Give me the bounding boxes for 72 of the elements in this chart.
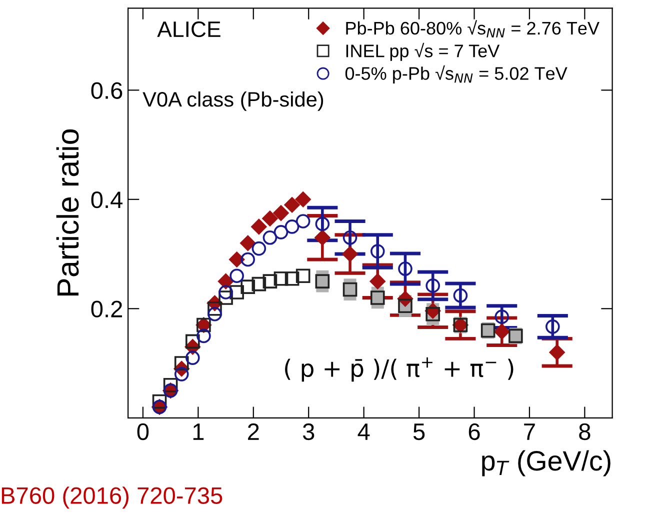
y-tick-label: 0.4 bbox=[91, 191, 122, 208]
legend-label: Pb-Pb 60-80% √s$_{NN}$ = 2.76 TeV bbox=[346, 20, 600, 38]
point bbox=[186, 334, 200, 349]
point bbox=[208, 306, 222, 322]
point bbox=[251, 218, 267, 234]
point bbox=[174, 367, 189, 382]
point bbox=[240, 252, 256, 267]
annotation: V0A class (Pb-side) bbox=[142, 91, 324, 111]
point bbox=[240, 235, 256, 251]
point bbox=[296, 214, 310, 228]
y-axis-title: Particle ratio bbox=[56, 129, 79, 296]
point bbox=[370, 244, 385, 258]
point bbox=[342, 230, 358, 245]
x-axis-title: p$_{T}$ (GeV/c) bbox=[482, 450, 610, 476]
point bbox=[174, 356, 189, 370]
point bbox=[284, 220, 300, 234]
x-tick-label: 3 bbox=[302, 423, 314, 440]
point bbox=[152, 394, 167, 409]
point bbox=[196, 328, 211, 344]
point bbox=[295, 192, 311, 208]
point bbox=[453, 288, 468, 303]
point bbox=[273, 205, 289, 221]
point bbox=[274, 225, 288, 240]
point bbox=[426, 278, 440, 293]
point bbox=[218, 290, 233, 305]
legend-label: 0-5% p-Pb √s$_{NN}$ = 5.02 TeV bbox=[345, 65, 568, 84]
point bbox=[218, 274, 234, 290]
point bbox=[315, 216, 330, 232]
point bbox=[218, 285, 233, 300]
legend-label: INEL pp √s = 7 TeV bbox=[346, 42, 500, 61]
x-tick-label: 2 bbox=[248, 423, 259, 440]
point bbox=[549, 344, 565, 360]
point bbox=[252, 276, 266, 292]
point bbox=[342, 246, 358, 262]
x-tick-label: 4 bbox=[358, 424, 370, 440]
point bbox=[230, 285, 244, 300]
text: B760 (2016) 720-735 bbox=[2, 486, 222, 509]
y-tick-label: 0.2 bbox=[91, 300, 122, 318]
point bbox=[494, 324, 510, 340]
point bbox=[296, 268, 310, 284]
point bbox=[262, 230, 278, 245]
point bbox=[186, 350, 200, 365]
x-tick-label: 6 bbox=[468, 423, 480, 440]
y-tick-label: 0.6 bbox=[91, 82, 122, 99]
point bbox=[240, 280, 256, 294]
point bbox=[342, 282, 358, 297]
point bbox=[398, 262, 412, 276]
point bbox=[426, 306, 440, 322]
x-tick-label: 8 bbox=[579, 423, 590, 440]
point bbox=[252, 241, 266, 256]
point bbox=[208, 301, 222, 316]
annotation: ( p + p̄ )/( π$^{+}$ + π$^{−}$ ) bbox=[285, 357, 514, 382]
point bbox=[314, 230, 330, 246]
point bbox=[284, 197, 300, 213]
x-tick-label: 1 bbox=[193, 424, 204, 440]
point bbox=[274, 271, 288, 286]
annotation: ALICE bbox=[157, 21, 220, 38]
point bbox=[370, 290, 385, 305]
point bbox=[262, 210, 278, 226]
point bbox=[494, 310, 510, 324]
x-tick-label: 0 bbox=[137, 423, 149, 440]
point bbox=[315, 274, 330, 288]
point bbox=[262, 274, 278, 288]
point bbox=[163, 378, 178, 392]
point bbox=[230, 268, 244, 284]
x-tick-label: 7 bbox=[524, 424, 535, 440]
x-tick-label: 5 bbox=[413, 424, 425, 440]
point bbox=[546, 320, 560, 334]
point bbox=[229, 252, 245, 268]
point bbox=[284, 271, 300, 286]
point bbox=[370, 274, 386, 290]
point bbox=[398, 298, 412, 314]
